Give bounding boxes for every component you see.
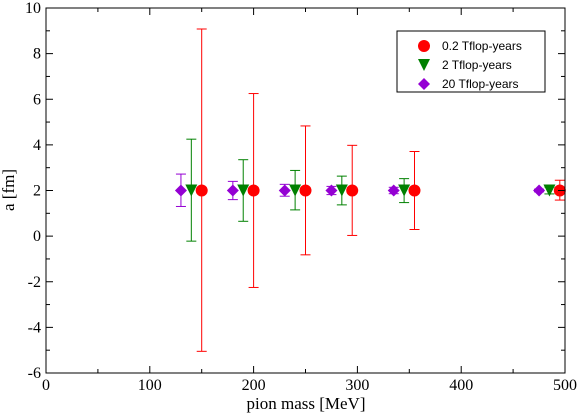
x-tick-label: 300 — [345, 377, 369, 394]
data-point — [533, 184, 546, 197]
y-tick-label: 8 — [33, 46, 41, 63]
data-point — [346, 184, 359, 197]
data-point — [174, 184, 187, 197]
data-point — [387, 184, 400, 197]
x-tick-label: 500 — [553, 377, 577, 394]
legend-marker — [418, 59, 430, 71]
legend-label: 0.2 Tflop-years — [442, 39, 522, 53]
data-point — [408, 184, 421, 197]
data-point — [325, 184, 338, 197]
legend-label: 20 Tflop-years — [442, 77, 518, 91]
y-tick-label: 6 — [33, 91, 41, 108]
data-point — [335, 184, 348, 197]
x-tick-label: 0 — [42, 377, 50, 394]
data-point — [289, 184, 302, 197]
y-tick-label: -2 — [28, 274, 41, 291]
legend: 0.2 Tflop-years 2 Tflop-years 20 Tflop-yea… — [396, 30, 546, 93]
data-point — [398, 184, 411, 197]
data-point — [195, 184, 208, 197]
x-tick-label: 200 — [242, 377, 266, 394]
data-point — [543, 184, 556, 197]
data-point — [278, 184, 291, 197]
legend-marker — [418, 78, 430, 90]
y-tick-label: -4 — [28, 319, 41, 336]
x-tick-label: 100 — [138, 377, 162, 394]
y-tick-label: -6 — [28, 365, 41, 382]
data-point — [226, 184, 239, 197]
legend-label: 2 Tflop-years — [442, 58, 512, 72]
data-point — [237, 184, 250, 197]
y-tick-label: 10 — [25, 0, 41, 17]
y-tick-label: 2 — [33, 183, 41, 200]
y-tick-label: 0 — [33, 228, 41, 245]
y-axis-title: a [fm] — [0, 169, 18, 211]
data-point — [247, 184, 260, 197]
data-point — [185, 184, 198, 197]
x-tick-label: 400 — [449, 377, 473, 394]
legend-marker — [418, 40, 430, 52]
x-axis-title: pion mass [MeV] — [247, 394, 366, 413]
data-point — [299, 184, 312, 197]
markers-layer — [174, 184, 566, 197]
y-tick-label: 4 — [33, 137, 41, 154]
axes-layer: 0 100 200 300 400 500 -6 -4 -2 0 2 4 6 8 10 — [25, 0, 577, 394]
